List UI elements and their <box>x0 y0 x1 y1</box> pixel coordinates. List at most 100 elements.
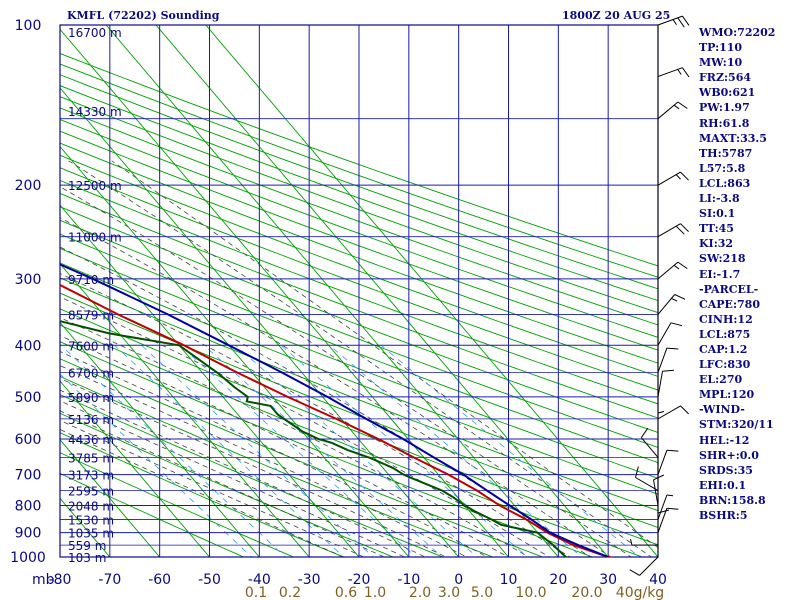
pressure-tick-label: 200 <box>15 178 42 194</box>
index-value: PW:1.97 <box>699 101 750 115</box>
index-value: L57:5.8 <box>699 161 746 175</box>
dry-adiabat <box>60 375 495 557</box>
wind-barb <box>657 101 688 120</box>
mixing-ratio-label: 20.0 <box>571 585 602 600</box>
height-label: 1530 m <box>68 513 114 527</box>
wind-barb-half-feather <box>673 264 680 270</box>
wind-barb <box>657 223 689 238</box>
dry-adiabat <box>60 358 544 557</box>
height-label: 5890 m <box>68 391 114 405</box>
isotherm <box>105 25 559 557</box>
wind-barb-feather <box>640 427 649 438</box>
pressure-unit-label: mb <box>32 572 55 588</box>
dry-adiabat <box>60 412 395 557</box>
mixing-ratio-line <box>203 345 443 557</box>
index-value: CAPE:780 <box>699 297 760 311</box>
mixing-ratio-line <box>141 345 374 557</box>
wind-barb-feather <box>666 507 679 510</box>
wind-barb-staff <box>657 371 663 397</box>
height-label: 3785 m <box>68 451 114 465</box>
wind-barb-staff <box>657 322 672 346</box>
height-label: 2048 m <box>68 499 114 513</box>
moist-adiabat <box>60 217 612 557</box>
wind-barb <box>653 474 665 506</box>
pressure-tick-label: 800 <box>15 498 42 514</box>
index-value: SI:0.1 <box>699 207 736 221</box>
pressure-tick-label: 700 <box>15 468 42 484</box>
wind-barb-half-feather <box>672 19 677 25</box>
temperature-tick-label: 10 <box>500 572 518 588</box>
index-value: EI:-1.7 <box>699 267 741 281</box>
isotherm <box>60 380 211 557</box>
isotherm <box>60 321 260 557</box>
wind-barb-feather <box>680 223 689 233</box>
index-value: TT:45 <box>699 222 734 236</box>
isotherm <box>60 263 310 557</box>
wind-barb-staff <box>639 556 659 576</box>
index-value: KI:32 <box>699 237 734 251</box>
wind-barb-staff <box>653 479 659 506</box>
wind-barb-feather <box>675 225 685 235</box>
mixing-ratio-label: 3.0 <box>438 585 460 600</box>
dry-adiabat <box>60 308 658 546</box>
temperature-tick-label: -10 <box>397 572 420 588</box>
height-label: 5136 m <box>68 413 114 427</box>
temperature-tick-label: 20 <box>549 572 567 588</box>
wind-barb-feather <box>677 17 685 28</box>
height-label: 3173 m <box>68 469 114 483</box>
dry-adiabat <box>60 452 295 557</box>
index-value: -PARCEL- <box>699 282 759 296</box>
moist-adiabat <box>68 160 652 557</box>
isotherm <box>60 204 360 557</box>
isotherm <box>60 28 510 557</box>
wind-barb <box>657 261 688 280</box>
index-value: LCL:875 <box>699 327 751 341</box>
moist-adiabat <box>60 186 632 557</box>
mixing-ratio-label: 0.6 <box>335 585 357 600</box>
index-value: BSHR:5 <box>699 509 748 522</box>
index-value: MAXT:33.5 <box>699 131 767 145</box>
index-value: TH:5787 <box>699 146 753 160</box>
wind-barb <box>635 466 659 491</box>
height-label: 7600 m <box>68 339 114 353</box>
index-value: LI:-3.8 <box>699 192 740 206</box>
wind-barb-feather <box>635 466 639 478</box>
wind-barb-staff <box>635 477 659 491</box>
index-value: SRDS:35 <box>699 463 753 477</box>
moist-adiabat <box>60 317 530 557</box>
mixing-ratio-label: 40g/kg <box>616 585 664 600</box>
mixing-ratio-label: 0.1 <box>245 585 267 600</box>
wind-barb-feather <box>677 261 688 270</box>
index-value: CINH:12 <box>699 312 753 326</box>
isotherm <box>60 145 410 557</box>
isotherm <box>60 87 460 557</box>
wind-barb <box>630 538 659 546</box>
wind-barb-half-feather <box>677 69 682 75</box>
height-label: 8579 m <box>68 308 114 322</box>
wind-barb <box>657 294 686 315</box>
dry-adiabat <box>60 277 658 512</box>
wind-barb <box>657 509 670 539</box>
dry-adiabat <box>60 262 658 495</box>
wind-barb-staff <box>657 15 683 26</box>
moist-adiabat <box>60 377 447 557</box>
wind-barb-half-feather <box>673 104 680 110</box>
temperature-tick-label: -70 <box>98 572 121 588</box>
isotherm <box>205 25 658 557</box>
height-label: 14330 m <box>68 105 122 119</box>
index-value: RH:61.8 <box>699 116 750 130</box>
wind-barb <box>657 411 665 439</box>
wind-barb <box>629 556 659 576</box>
index-value: WMO:72202 <box>699 26 776 39</box>
wind-barb-staff <box>657 261 679 280</box>
wind-barb-staff <box>657 101 679 120</box>
height-label: 12500 m <box>68 179 122 193</box>
wind-barb-half-feather <box>671 297 678 302</box>
mixing-ratio-label: 2.0 <box>409 585 431 600</box>
wind-barb-feather <box>681 67 690 78</box>
height-label: 9710 m <box>68 273 114 287</box>
dewpoint-line <box>60 320 568 557</box>
index-value: MPL:120 <box>699 388 755 402</box>
wind-barb <box>657 494 674 520</box>
index-value: LFC:830 <box>699 358 751 372</box>
